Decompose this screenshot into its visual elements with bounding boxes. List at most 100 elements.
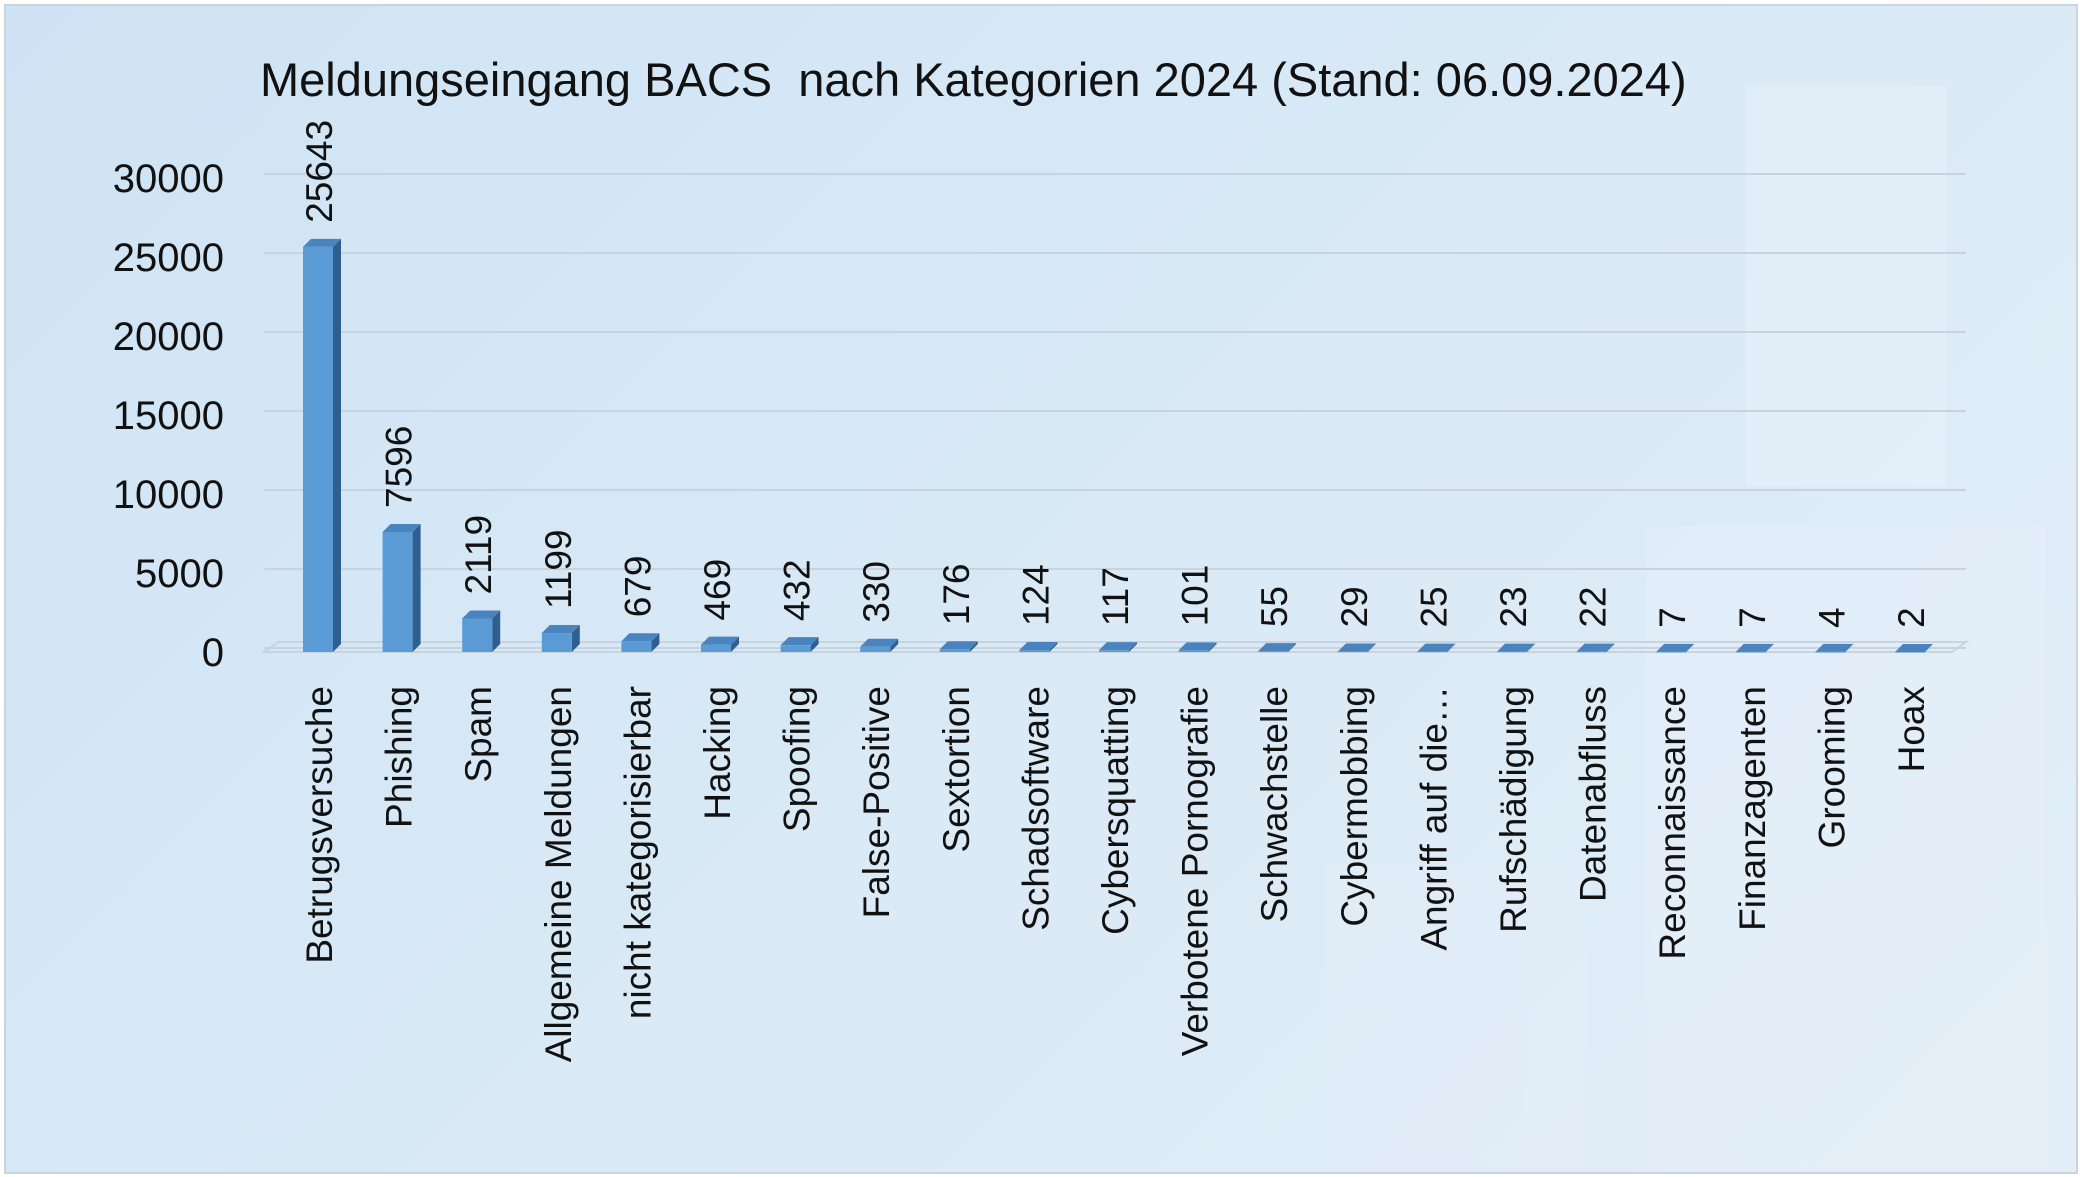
bar-top [1656, 643, 1695, 652]
bar [1258, 643, 1297, 652]
data-label: 330 [856, 561, 897, 623]
bar-top [1258, 643, 1297, 652]
bar-front [1337, 651, 1368, 653]
x-tick-label: Grooming [1811, 686, 1852, 848]
bar [1815, 643, 1854, 653]
x-tick-label: Spoofing [777, 686, 818, 832]
bar-front [1895, 651, 1925, 653]
bar [303, 238, 341, 652]
bar-front [303, 246, 333, 652]
bar [1178, 642, 1217, 652]
data-label: 101 [1175, 565, 1216, 627]
bar-chart: Meldungseingang BACS nach Kategorien 202… [113, 53, 2046, 1166]
bar-top [1337, 643, 1376, 652]
x-tick-label: nicht kategorisierbar [617, 686, 658, 1019]
bar-top [541, 625, 580, 634]
x-tick-label: Finanzagenten [1732, 686, 1773, 931]
bar-side [1845, 643, 1854, 652]
y-tick-label: 10000 [113, 473, 224, 517]
bar-side [492, 610, 501, 652]
chart-frame: Meldungseingang BACS nach Kategorien 202… [4, 4, 2078, 1174]
bar-side [1606, 643, 1615, 652]
bar-top [1019, 642, 1058, 651]
x-tick-label: Schwachstelle [1254, 686, 1295, 923]
bar [1019, 642, 1058, 652]
bar-front [860, 646, 891, 652]
bar-top [860, 638, 899, 647]
bar-front [1019, 650, 1050, 652]
bar [1417, 643, 1456, 653]
bar-top [1178, 642, 1217, 651]
bar [701, 636, 739, 652]
x-tick-label: Angriff auf die… [1413, 686, 1454, 951]
x-tick-label: Hoax [1891, 686, 1932, 773]
bar-front [541, 633, 572, 652]
bar-top [701, 636, 739, 645]
bar-side [1049, 642, 1058, 652]
bar-top [939, 641, 978, 650]
bar-front [621, 641, 652, 652]
bar [939, 641, 978, 652]
background-shape [1746, 86, 1946, 486]
bar-top [1815, 643, 1854, 652]
bar-top [780, 637, 819, 646]
bar-top [1735, 643, 1774, 652]
x-tick-label: Verbotene Pornografie [1175, 686, 1216, 1056]
bar-side [1447, 643, 1456, 652]
bar-front [1417, 651, 1448, 653]
x-tick-label: Cybermobbing [1334, 686, 1375, 927]
bar [1337, 643, 1376, 653]
data-label: 25643 [299, 120, 340, 223]
bar [780, 637, 819, 652]
bar-front [701, 644, 731, 652]
data-label: 29 [1334, 586, 1375, 627]
x-tick-label: Reconnaissance [1652, 686, 1693, 960]
bar [1735, 643, 1774, 653]
data-label: 117 [1095, 567, 1136, 626]
bar-top [462, 610, 501, 619]
bar [1895, 643, 1933, 653]
data-label: 1199 [538, 529, 579, 609]
y-tick-label: 30000 [113, 157, 224, 201]
bar-front [939, 649, 970, 652]
bar [860, 638, 899, 652]
bar-side [731, 636, 739, 652]
x-tick-label: Sextortion [936, 686, 977, 853]
bar-top [303, 238, 341, 247]
bar [541, 625, 580, 652]
bar-side [1925, 643, 1933, 652]
data-label: 432 [777, 559, 818, 621]
data-label: 25 [1413, 586, 1454, 627]
x-tick-label: Hacking [697, 686, 738, 820]
data-label: 469 [697, 559, 738, 621]
y-tick-label: 5000 [135, 552, 224, 596]
data-label: 124 [1015, 564, 1056, 626]
bar-front [1735, 651, 1766, 653]
bar-front [1497, 651, 1527, 653]
data-label: 23 [1493, 586, 1534, 627]
bar-front [1099, 650, 1129, 652]
data-label: 7 [1652, 607, 1693, 628]
bar [621, 633, 660, 652]
bar-top [621, 633, 660, 642]
bar-top [382, 523, 421, 532]
data-label: 4 [1811, 607, 1852, 628]
bar-front [1178, 650, 1209, 652]
bar [1497, 643, 1535, 653]
chart-title: Meldungseingang BACS nach Kategorien 202… [260, 53, 1687, 106]
bar-front [382, 531, 413, 652]
data-label: 7596 [379, 426, 420, 508]
bar-front [780, 645, 811, 652]
x-tick-label: Phishing [379, 686, 420, 828]
bar-top [1417, 643, 1456, 652]
x-tick-label: Allgemeine Meldungen [538, 686, 579, 1062]
bar-side [969, 641, 978, 652]
bar-top [1895, 643, 1933, 652]
data-label: 176 [936, 563, 977, 625]
x-tick-label: Schadsoftware [1015, 686, 1056, 931]
x-tick-label: Datenabfluss [1573, 686, 1614, 902]
bar-top [1099, 642, 1137, 651]
data-label: 679 [617, 556, 658, 618]
bar-side [1367, 643, 1376, 652]
bar-front [1576, 651, 1607, 653]
